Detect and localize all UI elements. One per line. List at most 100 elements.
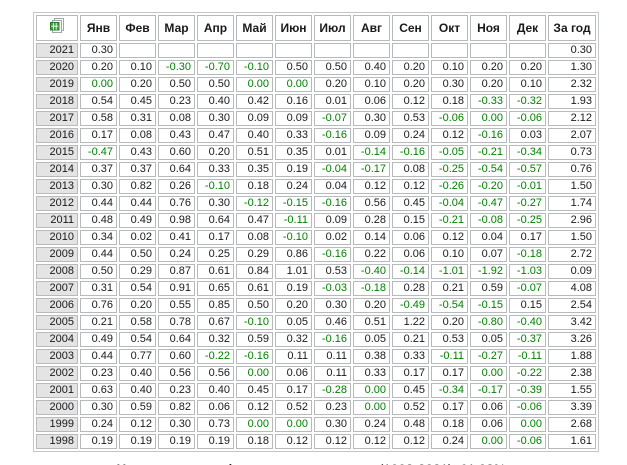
value-cell: 0.65: [197, 281, 234, 296]
excel-export-cell[interactable]: [36, 15, 78, 41]
value-cell: 0.60: [158, 349, 195, 364]
value-cell: -0.30: [158, 60, 195, 75]
value-cell: 0.23: [158, 383, 195, 398]
value-cell: 0.10: [431, 247, 468, 262]
year-total-cell: 3.26: [548, 332, 596, 347]
value-cell: 0.50: [158, 77, 195, 92]
value-cell: -0.40: [353, 264, 390, 279]
value-cell: 0.42: [236, 94, 273, 109]
value-cell: [431, 43, 468, 58]
value-cell: 0.50: [119, 247, 156, 262]
column-header-month: Апр: [197, 15, 234, 41]
value-cell: 0.24: [431, 434, 468, 449]
value-cell: 0.02: [119, 230, 156, 245]
table-row: 2018 0.54 0.45 0.23 0.40 0.42 0.16 0.01 0.06 0.12…: [36, 94, 596, 109]
value-cell: -1.92: [470, 264, 507, 279]
value-cell: 0.06: [197, 400, 234, 415]
value-cell: 0.17: [80, 128, 117, 143]
value-cell: 0.59: [236, 332, 273, 347]
cumulative-inflation-label: Накопленная инфляция: [116, 462, 276, 465]
value-cell: 0.24: [392, 128, 429, 143]
row-year-cell: 2008: [36, 264, 78, 279]
value-cell: -0.07: [509, 281, 546, 296]
value-cell: -0.16: [314, 196, 351, 211]
value-cell: -0.01: [509, 179, 546, 194]
table-row: 2017 0.58 0.31 0.08 0.30 0.09 0.09 -0.07 0.30 0.5…: [36, 111, 596, 126]
row-year-cell: 2010: [36, 230, 78, 245]
value-cell: -0.18: [509, 247, 546, 262]
value-cell: 0.40: [197, 383, 234, 398]
value-cell: 0.47: [236, 213, 273, 228]
value-cell: [158, 43, 195, 58]
row-year-cell: 2016: [36, 128, 78, 143]
value-cell: 0.45: [392, 196, 429, 211]
value-cell: -0.22: [509, 366, 546, 381]
value-cell: 0.09: [236, 111, 273, 126]
value-cell: 0.76: [158, 196, 195, 211]
value-cell: 0.49: [119, 213, 156, 228]
header-row: Янв Фев Мар Апр Май Июн Июл Авг Сен Окт Ноя Дек За г…: [36, 15, 596, 41]
value-cell: 0.59: [470, 281, 507, 296]
value-cell: 0.17: [431, 400, 468, 415]
excel-file-icon[interactable]: [49, 18, 66, 37]
column-header-month: Июн: [275, 15, 312, 41]
value-cell: 0.20: [470, 60, 507, 75]
value-cell: 0.33: [353, 366, 390, 381]
row-year-cell: 2000: [36, 400, 78, 415]
value-cell: -0.16: [314, 128, 351, 143]
year-total-cell: 1.55: [548, 383, 596, 398]
value-cell: 1.22: [392, 315, 429, 330]
value-cell: 0.77: [119, 349, 156, 364]
value-cell: 0.05: [275, 315, 312, 330]
value-cell: 0.00: [509, 417, 546, 432]
value-cell: 0.25: [197, 247, 234, 262]
footer-notes: Накопленная инфляция за весь период (199…: [33, 462, 593, 465]
value-cell: [314, 43, 351, 58]
year-total-cell: 0.76: [548, 162, 596, 177]
table-row: 2014 0.37 0.37 0.64 0.33 0.35 0.19 -0.04 -0.17 0.…: [36, 162, 596, 177]
value-cell: 0.00: [275, 417, 312, 432]
year-total-cell: 2.68: [548, 417, 596, 432]
year-total-cell: 1.88: [548, 349, 596, 364]
value-cell: 0.19: [158, 434, 195, 449]
value-cell: 0.21: [392, 332, 429, 347]
value-cell: 0.54: [80, 94, 117, 109]
value-cell: 0.64: [158, 162, 195, 177]
value-cell: 0.20: [80, 60, 117, 75]
value-cell: -0.25: [509, 213, 546, 228]
table-row: 2002 0.23 0.40 0.56 0.56 0.00 0.06 0.11 0.33 0.17…: [36, 366, 596, 381]
table-row: 2013 0.30 0.82 0.26 -0.10 0.18 0.24 0.04 0.12 0.1…: [36, 179, 596, 194]
value-cell: 0.44: [80, 196, 117, 211]
row-year-cell: 2015: [36, 145, 78, 160]
row-year-cell: 2017: [36, 111, 78, 126]
value-cell: -0.16: [314, 332, 351, 347]
value-cell: -0.26: [431, 179, 468, 194]
year-total-cell: 1.74: [548, 196, 596, 211]
value-cell: 0.40: [197, 94, 234, 109]
value-cell: -0.21: [431, 213, 468, 228]
value-cell: 0.85: [197, 298, 234, 313]
value-cell: 0.30: [314, 417, 351, 432]
value-cell: 0.16: [275, 94, 312, 109]
value-cell: 0.24: [158, 247, 195, 262]
value-cell: 0.09: [353, 128, 390, 143]
value-cell: -0.32: [509, 94, 546, 109]
value-cell: 0.30: [353, 111, 390, 126]
year-total-cell: 2.32: [548, 77, 596, 92]
value-cell: 0.50: [314, 60, 351, 75]
row-year-cell: 2012: [36, 196, 78, 211]
value-cell: [275, 43, 312, 58]
value-cell: 0.20: [353, 298, 390, 313]
table-row: 2012 0.44 0.44 0.76 0.30 -0.12 -0.15 -0.16 0.56 0…: [36, 196, 596, 211]
value-cell: 0.00: [236, 417, 273, 432]
value-cell: 0.12: [353, 179, 390, 194]
row-year-cell: 2005: [36, 315, 78, 330]
value-cell: 0.82: [119, 179, 156, 194]
column-header-month: Ноя: [470, 15, 507, 41]
table-row: 2006 0.76 0.20 0.55 0.85 0.50 0.20 0.30 0.20 -0.4…: [36, 298, 596, 313]
value-cell: 0.20: [392, 60, 429, 75]
value-cell: 0.06: [275, 366, 312, 381]
value-cell: -0.15: [470, 298, 507, 313]
value-cell: 0.22: [353, 247, 390, 262]
value-cell: 0.17: [197, 230, 234, 245]
